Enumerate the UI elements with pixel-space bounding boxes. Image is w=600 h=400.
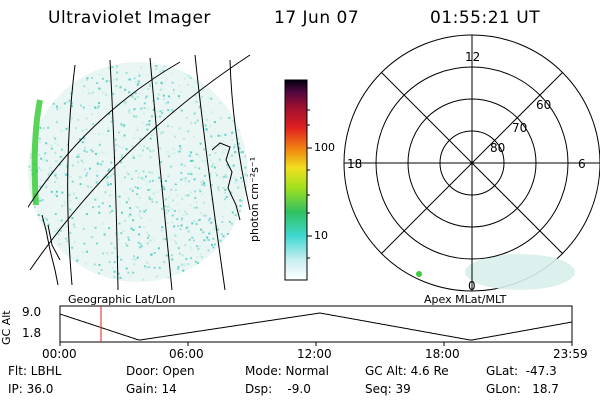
x-tick-0000: 00:00 [42,347,77,361]
mlt-label-18: 18 [347,157,363,171]
ip-info: IP: 36.0 [8,382,54,396]
y-tick-9: 9.0 [22,305,42,319]
date-label: 17 Jun 07 [274,8,360,28]
mlt-label-12: 12 [465,50,481,64]
lat-label-60: 60 [536,98,552,112]
mlt-label-0: 0 [468,279,476,293]
time-label: 01:55:21 UT [430,8,541,28]
gc-alt-axis-label: GC Alt [0,310,13,345]
colorbar-tick-100: 100 [314,141,335,154]
aurora-patch [465,254,575,290]
apex-mlat-title: Apex MLat/MLT [424,293,507,306]
lat-label-80: 80 [490,141,506,155]
grid-lines [28,54,251,290]
door-info: Door: Open [126,364,195,378]
x-tick-0600: 06:00 [169,347,204,361]
x-tick-1800: 18:00 [425,347,460,361]
gc-alt-info: GC Alt: 4.6 Re [365,364,449,378]
aurora-spot [416,271,422,277]
x-tick-2359: 23:59 [553,347,588,361]
glon-info: GLon: 18.7 [486,382,559,396]
filter-info: Flt: LBHL [8,364,62,378]
dsp-info: Dsp: -9.0 [245,382,311,396]
aurora-oval-limb [31,99,43,206]
glat-info: GLat: -47.3 [486,364,557,378]
mlt-label-6: 6 [578,157,586,171]
mode-info: Mode: Normal [245,364,329,378]
gain-info: Gain: 14 [126,382,177,396]
app-title: Ultraviolet Imager [48,8,211,28]
colorbar [284,79,308,281]
y-tick-1-8: 1.8 [22,326,42,340]
colorbar-tick-10: 10 [314,229,328,242]
earth-image [28,54,251,290]
altitude-timeline [59,305,573,346]
colorbar-unit-label: photon cm⁻²s⁻¹ [248,156,261,242]
polar-dial [343,34,600,292]
lat-label-70: 70 [512,121,528,135]
geo-latlon-title: Geographic Lat/Lon [68,293,176,306]
x-tick-1200: 12:00 [297,347,332,361]
colorbar-ticks [307,109,312,259]
seq-info: Seq: 39 [365,382,411,396]
